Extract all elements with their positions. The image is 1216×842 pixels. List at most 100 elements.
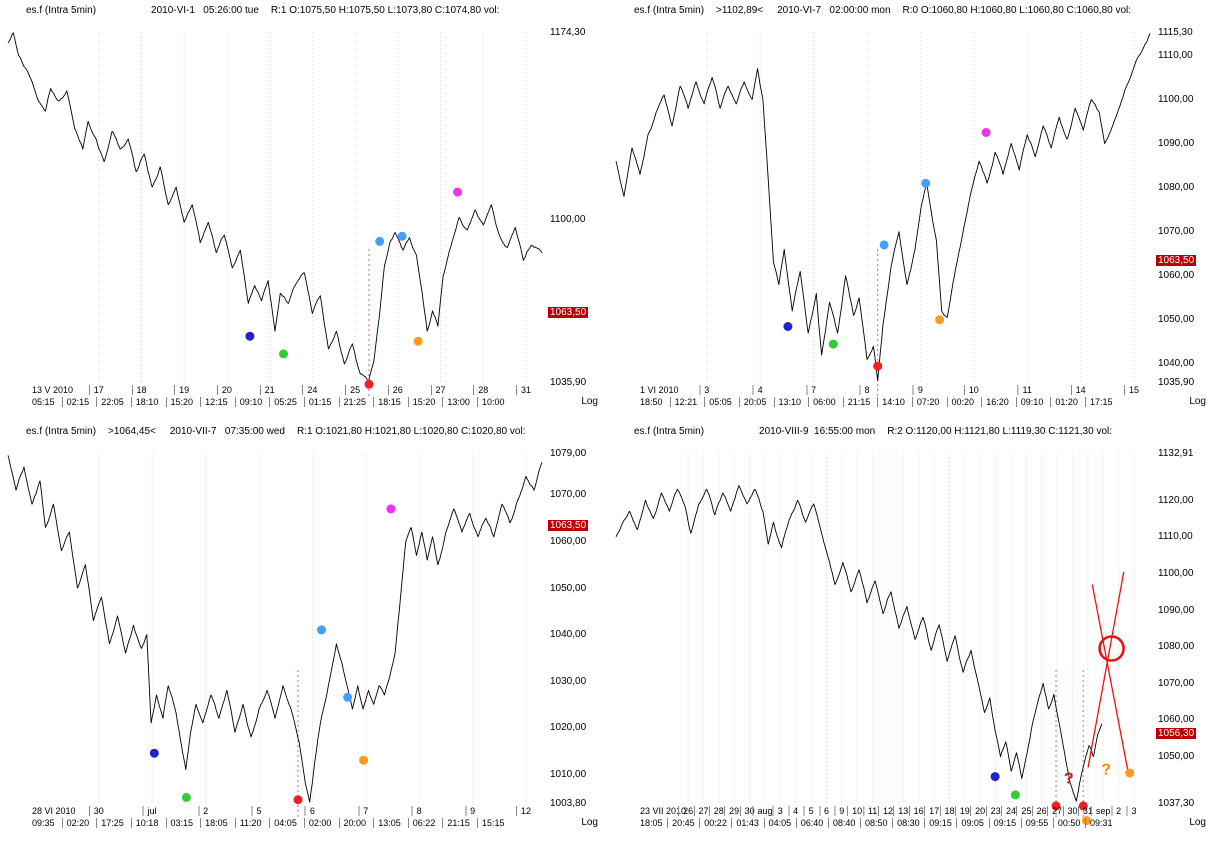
y-tick-label: 1090,00	[1158, 138, 1195, 149]
date-label: 13	[893, 806, 909, 816]
date-label: 24	[302, 385, 318, 395]
time-label: 01:20	[1050, 397, 1078, 407]
time-label: 15:15	[477, 818, 505, 828]
trend-line	[1091, 584, 1129, 770]
time-label: 18:15	[373, 397, 401, 407]
y-axis: 1115,30 1110,00 1100,00 1090,00 1080,00 1070,…	[1156, 27, 1214, 388]
marker-dot-red	[1078, 801, 1088, 811]
time-label: 21:25	[338, 397, 367, 407]
date-label: 12	[877, 806, 894, 816]
price-chart	[7, 32, 543, 396]
bar-datetime-label: 2010-VIII-9 16:55:00 mon	[759, 426, 876, 437]
price-chart	[615, 32, 1151, 396]
instrument-label: es.f (Intra 5min)	[26, 426, 97, 437]
time-label: 20:00	[338, 818, 367, 828]
date-label: 3	[1126, 806, 1137, 816]
x-axis-times: 09:35 02:20 17:25 10:18 03:15 18:05 11:20 04:05…	[8, 818, 542, 829]
date-label: 11	[862, 806, 878, 816]
time-label: 06:00	[808, 397, 836, 407]
time-label: 09:35	[32, 818, 55, 828]
date-label: 26	[678, 806, 694, 816]
date-label: 25	[1016, 806, 1032, 816]
last-price-label: 1063,50	[1156, 254, 1197, 266]
time-label: 02:15	[61, 397, 90, 407]
date-label: 27	[1047, 806, 1063, 816]
time-label: 15:20	[165, 397, 194, 407]
marker-dot-sky	[921, 178, 931, 188]
time-label: 10:18	[130, 818, 159, 828]
price-line	[615, 33, 1151, 382]
marker-dot-navy	[990, 772, 1000, 782]
marker-dot-green	[828, 339, 838, 349]
y-tick-label: 1003,80	[550, 797, 587, 809]
time-label: 20:05	[738, 397, 767, 407]
date-label: 27	[430, 385, 446, 395]
question-mark: ?	[1064, 771, 1074, 788]
date-label: sep	[1091, 806, 1111, 816]
time-label: 01:15	[303, 397, 332, 407]
scale-label: Log	[1189, 396, 1206, 407]
time-label: 00:50	[1052, 818, 1081, 828]
date-label: 14	[1070, 385, 1086, 395]
x-axis-dates: 23 VII 2010 26 27 28 29 30 aug 3 4 5 6 9 10 11 12 13 16 1…	[616, 806, 1150, 817]
y-tick-label: 1035,90	[550, 376, 587, 388]
date-label: 19	[954, 806, 970, 816]
date-label: 3	[699, 385, 710, 395]
time-label: 13:05	[373, 818, 401, 828]
time-label: 08:50	[860, 818, 888, 828]
time-label: 09:05	[956, 818, 984, 828]
date-label: 20	[216, 385, 232, 395]
time-label: 09:10	[1015, 397, 1044, 407]
y-tick-label: 1040,00	[550, 629, 587, 640]
date-label: 26	[1031, 806, 1047, 816]
question-mark: ?	[1101, 761, 1111, 778]
date-label: 16	[908, 806, 924, 816]
time-label: 01:43	[731, 818, 759, 828]
scale-label: Log	[1189, 817, 1206, 828]
date-label: 10	[847, 806, 863, 816]
date-label: 15	[1123, 385, 1140, 395]
time-label: 05:05	[704, 397, 732, 407]
chart-panel-top-left: es.f (Intra 5min) 2010-VI-1 05:26:00 tue…	[0, 0, 608, 421]
y-tick-label: 1070,00	[550, 489, 587, 501]
x-axis-dates: 13 V 2010 17 18 19 20 21 24 25 26 27 28 31	[8, 385, 542, 396]
chart-header: es.f (Intra 5min) >1064,45< 2010-VII-7 0…	[26, 426, 525, 437]
marker-dot-sky	[343, 692, 353, 702]
date-label: 26	[387, 385, 403, 395]
start-date-label: 13 V 2010	[32, 385, 74, 395]
time-label: 21:15	[442, 818, 470, 828]
last-price-label: 1063,50	[548, 306, 589, 318]
scale-label: Log	[581, 817, 598, 828]
bar-ohlc-label: R:1 O:1075,50 H:1075,50 L:1073,80 C:1074…	[270, 5, 500, 16]
last-quote-label: >1102,89<	[716, 5, 764, 16]
date-label: 7	[358, 806, 369, 816]
scale-label: Log	[581, 396, 598, 407]
date-label: 3	[772, 806, 783, 816]
date-label: 11	[1017, 385, 1032, 395]
y-tick-label: 1100,00	[1158, 568, 1194, 579]
y-tick-label: 1100,00	[1158, 93, 1194, 105]
bar-datetime-label: 2010-VII-7 07:35:00 wed	[169, 426, 285, 437]
y-tick-label: 1070,00	[1158, 226, 1195, 238]
y-tick-label: 1110,00	[1158, 49, 1193, 61]
time-label: 18:10	[130, 397, 159, 407]
time-label: 12:15	[200, 397, 228, 407]
date-label: 2	[198, 806, 209, 816]
date-label: 6	[818, 806, 830, 816]
date-label: 18	[939, 806, 955, 816]
time-label: 09:10	[234, 397, 263, 407]
date-label: 29	[724, 806, 740, 816]
date-label: 30	[739, 806, 755, 816]
x-axis-dates: 28 VI 2010 30 jul 2 5 6 7 8 9 12	[8, 806, 542, 817]
time-label: 17:25	[96, 818, 124, 828]
date-label: 30	[1062, 806, 1078, 816]
y-tick-label: 1050,00	[1158, 751, 1195, 762]
date-label: 27	[693, 806, 709, 816]
marker-dot-orange	[935, 315, 945, 325]
y-tick-label: 1100,00	[550, 214, 586, 226]
bar-ohlc-label: R:1 O:1021,80 H:1021,80 L:1020,80 C:1020…	[296, 426, 526, 437]
y-tick-label: 1020,00	[550, 722, 587, 734]
chart-panel-top-right: es.f (Intra 5min) >1102,89< 2010-VI-7 02…	[608, 0, 1216, 421]
y-tick-label: 1035,90	[1158, 376, 1195, 388]
time-label: 00:22	[699, 818, 727, 828]
